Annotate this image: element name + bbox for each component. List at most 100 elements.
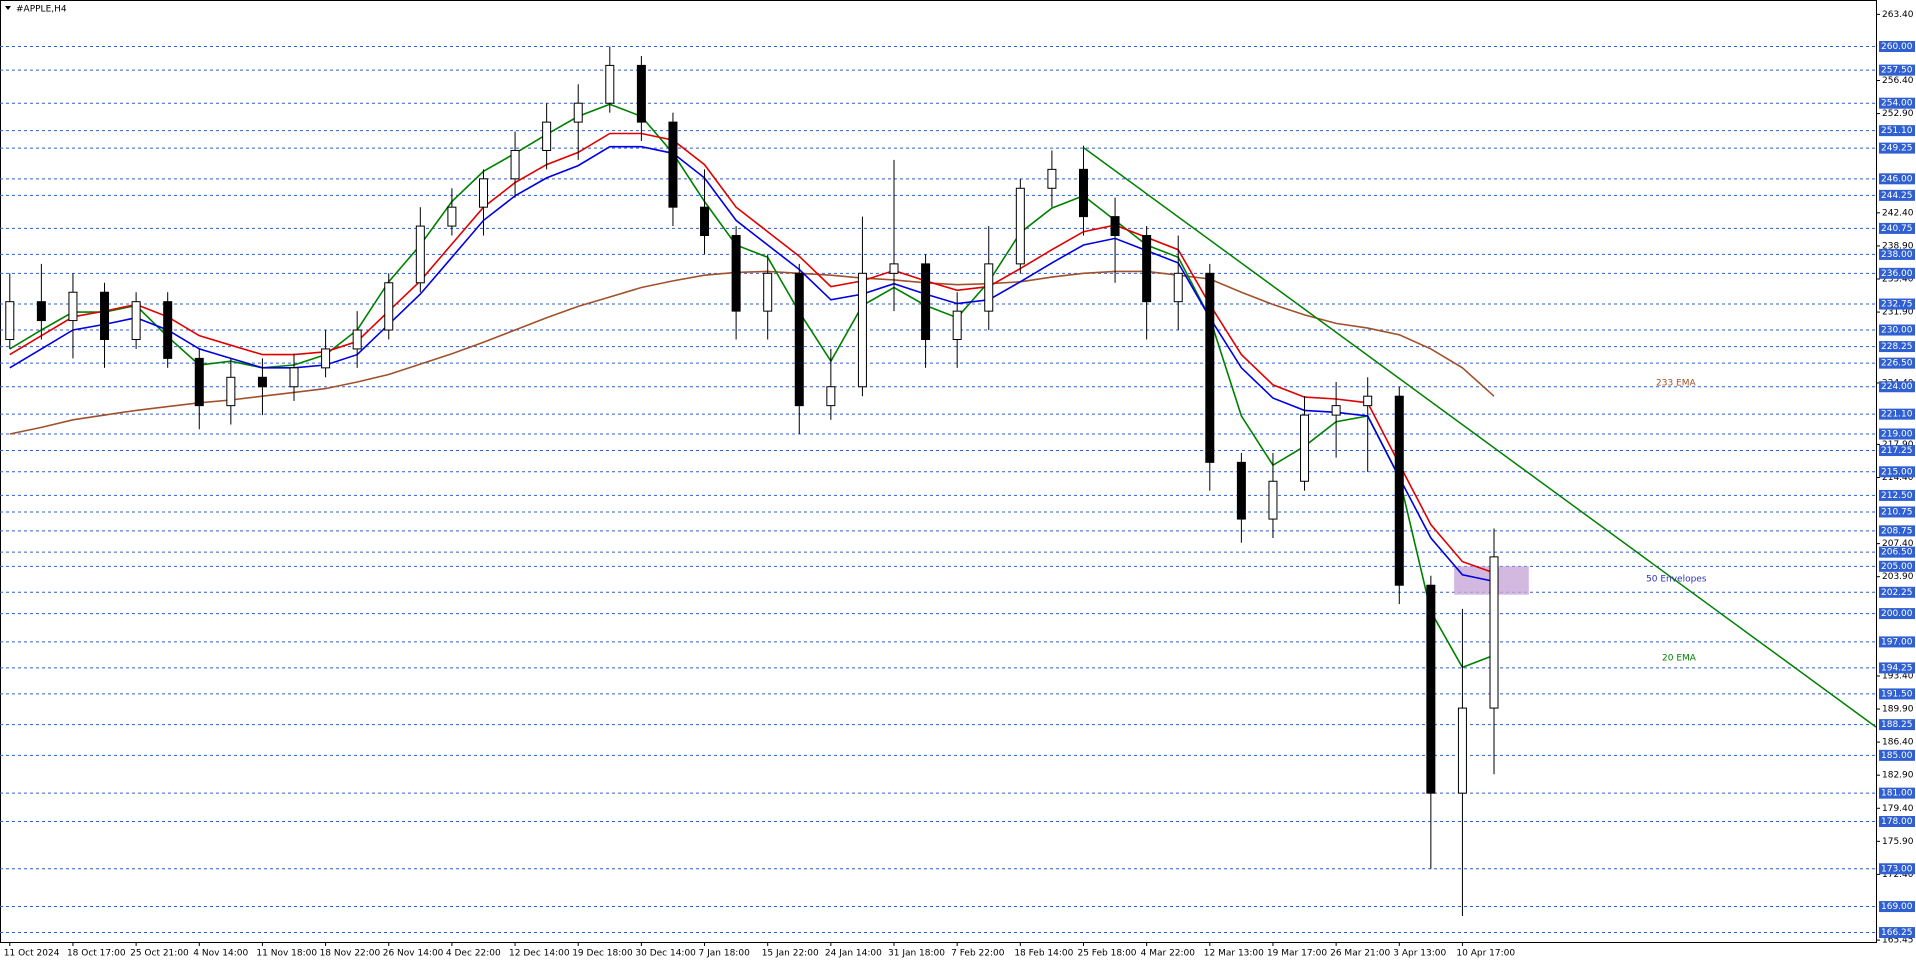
level-label: 219.00	[1881, 429, 1913, 439]
level-label: 210.75	[1881, 507, 1913, 517]
y-tick-label: 165.45	[1882, 936, 1914, 946]
candle-body	[447, 206, 457, 227]
candle-body	[826, 386, 836, 407]
level-label-box	[1879, 636, 1915, 648]
y-tick-label: 242.40	[1882, 208, 1914, 218]
envelope-lower	[9, 145, 1495, 583]
y-tick-label: 179.40	[1882, 804, 1914, 814]
y-tick-label: 175.90	[1882, 837, 1914, 847]
level-label-box	[1879, 863, 1915, 875]
y-tick-label: 238.90	[1882, 241, 1914, 251]
x-tick-label: 12 Mar 13:00	[1204, 949, 1264, 959]
level-label-box	[1879, 901, 1915, 913]
x-tick-label: 3 Apr 13:00	[1393, 949, 1446, 959]
level-label-box	[1879, 40, 1915, 52]
level-label-box	[1879, 97, 1915, 109]
x-tick-label: 25 Oct 21:00	[130, 949, 189, 959]
x-tick-label: 7 Feb 22:00	[951, 949, 1005, 959]
level-label: 169.00	[1881, 902, 1913, 912]
indicator-line	[9, 270, 1495, 435]
x-tick-label: 19 Mar 17:00	[1267, 949, 1327, 959]
annotation: 20 EMA	[1662, 654, 1697, 664]
candle-body	[1078, 168, 1088, 218]
level-label: 246.00	[1881, 174, 1913, 184]
candle-body	[1394, 395, 1404, 586]
y-tick-label: 189.90	[1882, 705, 1914, 715]
x-tick-label: 7 Jan 18:00	[699, 949, 751, 959]
level-label-box	[1879, 787, 1915, 799]
y-tick-label: 186.40	[1882, 738, 1914, 748]
level-label: 244.25	[1881, 191, 1913, 201]
candle-body	[226, 376, 236, 407]
level-label: 240.75	[1881, 224, 1913, 234]
x-tick-label: 10 Apr 17:00	[1456, 949, 1515, 959]
y-tick-label: 235.40	[1882, 274, 1914, 284]
x-tick-label: 31 Jan 18:00	[888, 949, 945, 959]
menu-triangle	[5, 6, 11, 10]
level-label: 228.25	[1881, 342, 1913, 352]
y-tick-label: 263.40	[1882, 10, 1914, 20]
candle-body	[478, 178, 488, 208]
x-tick-label: 15 Jan 22:00	[762, 949, 819, 959]
level-label: 230.00	[1881, 326, 1913, 336]
candle-body	[605, 64, 615, 104]
level-label: 254.00	[1881, 99, 1913, 109]
level-label: 205.00	[1881, 562, 1913, 572]
candle-body	[857, 272, 867, 388]
level-label-box	[1879, 608, 1915, 620]
level-label: 200.00	[1881, 609, 1913, 619]
y-tick-label: 231.90	[1882, 308, 1914, 318]
candle-body	[542, 121, 552, 151]
level-label: 185.00	[1881, 751, 1913, 761]
candle-body	[194, 357, 204, 407]
level-label-box	[1879, 560, 1915, 572]
candle-body	[1268, 480, 1278, 520]
level-label-box	[1879, 586, 1915, 598]
annotation: 233 EMA	[1656, 379, 1696, 389]
x-tick-label: 11 Oct 2024	[4, 949, 60, 959]
x-tick-label: 4 Dec 22:00	[446, 949, 501, 959]
x-tick-label: 25 Feb 18:00	[1077, 949, 1136, 959]
candle-body	[1236, 461, 1246, 520]
level-label: 197.00	[1881, 637, 1913, 647]
level-label: 226.50	[1881, 359, 1913, 369]
trendline	[1083, 147, 1877, 728]
level-label: 217.25	[1881, 446, 1913, 456]
candle-body	[636, 64, 646, 123]
candle-body	[1015, 187, 1025, 265]
candle-body	[68, 291, 78, 322]
candle-body	[100, 291, 110, 340]
candle-body	[763, 272, 773, 312]
level-label: 206.50	[1881, 548, 1913, 558]
level-label-box	[1879, 142, 1915, 154]
x-tick-label: 30 Dec 14:00	[635, 949, 696, 959]
level-label: 178.00	[1881, 817, 1913, 827]
level-label: 194.25	[1881, 663, 1913, 673]
level-label: 188.25	[1881, 720, 1913, 730]
level-label-box	[1879, 125, 1915, 137]
level-label-box	[1879, 445, 1915, 457]
level-label: 173.00	[1881, 864, 1913, 874]
y-tick-label: 193.40	[1882, 671, 1914, 681]
level-label-box	[1879, 749, 1915, 761]
candle-body	[573, 102, 583, 123]
y-tick-label: 207.40	[1882, 539, 1914, 549]
level-label: 249.25	[1881, 144, 1913, 154]
candle-body	[984, 263, 994, 312]
level-label: 181.00	[1881, 789, 1913, 799]
candle-body	[700, 206, 710, 237]
x-tick-label: 24 Jan 14:00	[825, 949, 882, 959]
level-label-box	[1879, 489, 1915, 501]
annotation: 50 Envelopes	[1646, 575, 1707, 585]
level-label-box	[1879, 324, 1915, 336]
candle-body	[5, 301, 15, 340]
level-label: 260.00	[1881, 42, 1913, 52]
y-tick-label: 172.40	[1882, 870, 1914, 880]
level-label: 251.10	[1881, 126, 1913, 136]
level-label-box	[1879, 815, 1915, 827]
level-label: 208.75	[1881, 526, 1913, 536]
candle-body	[1142, 235, 1152, 303]
level-label-box	[1879, 341, 1915, 353]
